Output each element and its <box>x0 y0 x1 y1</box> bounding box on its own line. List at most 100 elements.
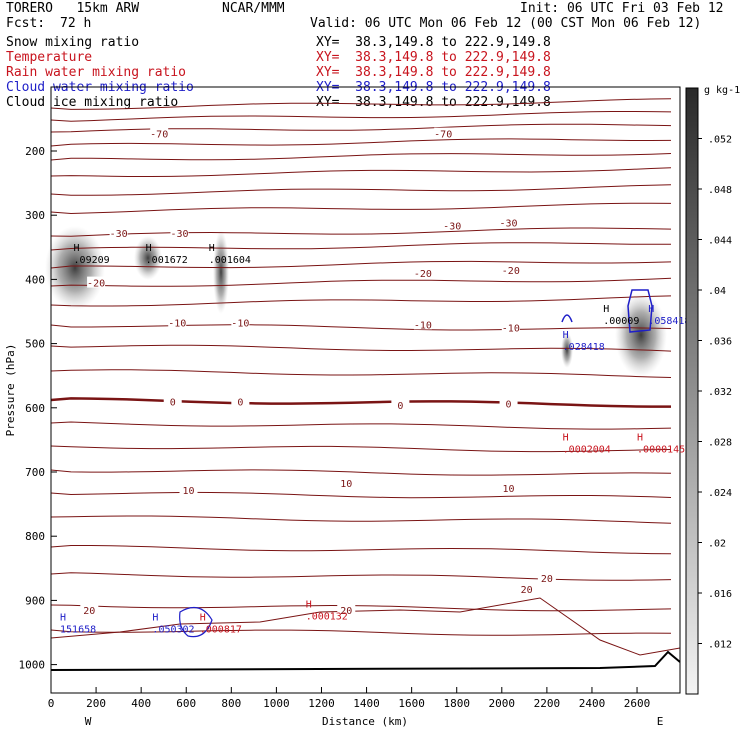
max-value-label: .0002004 <box>563 445 611 456</box>
isotherm-label: -30 <box>170 229 188 240</box>
y-tick-label: 800 <box>25 530 45 543</box>
max-value-label: .001672 <box>146 255 188 266</box>
shaded-region <box>213 230 229 314</box>
x-tick-label: 800 <box>221 697 241 710</box>
isotherm-label-bg <box>434 127 453 139</box>
max-marker: H <box>209 243 215 254</box>
isotherm-line <box>50 597 681 656</box>
max-marker: H <box>648 304 654 315</box>
isotherm-label-bg <box>499 482 518 494</box>
isotherm-label-bg <box>537 571 556 583</box>
x-tick-label: 1800 <box>443 697 470 710</box>
max-marker: H <box>152 612 158 623</box>
colorbar-tick-label: .012 <box>708 640 732 651</box>
max-value-label: .000132 <box>306 611 348 622</box>
isotherm-line <box>50 629 672 636</box>
isotherm-line <box>50 344 672 352</box>
isotherm-label: 20 <box>521 585 533 596</box>
isotherm-label-bg <box>337 604 356 616</box>
legend-rain-xy: XY= 38.3,149.8 to 222.9,149.8 <box>316 65 551 80</box>
y-tick-label: 400 <box>25 273 45 286</box>
isotherm-label: -20 <box>502 266 520 277</box>
isotherm-label: 0 <box>170 397 176 408</box>
legend-snow: Snow mixing ratio <box>6 35 140 50</box>
isotherm-label: -10 <box>414 320 432 331</box>
isotherm-label-bg <box>109 227 128 239</box>
legend-snow-xy: XY= 38.3,149.8 to 222.9,149.8 <box>316 35 551 50</box>
valid-label: Valid: 06 UTC Mon 06 Feb 12 (00 CST Mon … <box>310 16 702 31</box>
colorbar-tick-label: .016 <box>708 589 732 600</box>
legend-rain: Rain water mixing ratio <box>6 65 187 80</box>
x-tick-label: 600 <box>176 697 196 710</box>
isotherm-line <box>50 153 672 161</box>
cloud-water-contour <box>627 289 653 333</box>
colorbar-tick-label: .04 <box>708 286 726 297</box>
colorbar-unit: g kg-1 <box>704 85 740 96</box>
max-value-label: .058418 <box>648 316 690 327</box>
isotherm-label: -10 <box>168 318 186 329</box>
isotherm-line <box>50 545 672 555</box>
isotherm-label-bg <box>501 263 520 275</box>
y-tick-label: 1000 <box>19 659 46 672</box>
isotherm-label-bg <box>499 216 518 228</box>
plot-frame <box>50 86 681 694</box>
y-tick-label: 300 <box>25 209 45 222</box>
x-tick-label: 0 <box>48 697 55 710</box>
isotherm-line <box>50 491 672 499</box>
isotherm-label-bg <box>170 227 189 239</box>
isotherm-label-bg <box>179 483 198 495</box>
max-value-label: .09209 <box>74 255 110 266</box>
isotherm-label-bg <box>517 582 536 594</box>
endpoint-right: E <box>657 715 664 728</box>
colorbar-tick-label: .032 <box>708 387 732 398</box>
max-marker: H <box>603 304 609 315</box>
isotherm-line <box>50 397 671 408</box>
shaded-region <box>45 226 105 310</box>
isotherm-label-bg <box>87 276 106 288</box>
isotherm-label: 10 <box>340 479 352 490</box>
isotherm-line <box>50 604 672 612</box>
isotherm-label: -30 <box>443 221 461 232</box>
isotherm-label-bg <box>231 316 250 328</box>
isotherm-label-bg <box>231 395 250 407</box>
fcst-label: Fcst: <box>6 16 46 31</box>
colorbar-tick-label: .024 <box>708 488 732 499</box>
y-tick-label: 500 <box>25 338 45 351</box>
x-axis-title: Distance (km) <box>322 715 408 728</box>
y-tick-label: 900 <box>25 594 45 607</box>
x-tick-label: 1200 <box>308 697 335 710</box>
x-tick-label: 400 <box>131 697 151 710</box>
max-marker: H <box>200 612 206 623</box>
isotherm-line <box>50 111 672 122</box>
isotherm-line <box>50 324 672 331</box>
isotherm-label: 20 <box>83 606 95 617</box>
max-marker: H <box>306 599 312 610</box>
x-tick-label: 1400 <box>353 697 380 710</box>
max-value-label: .050302 <box>152 624 194 635</box>
max-value-label: .00009 <box>603 316 639 327</box>
isotherm-label-bg <box>413 266 432 278</box>
isotherm-label: -20 <box>414 269 432 280</box>
model-label: TORERO 15km ARW <box>6 1 140 16</box>
y-tick-label: 200 <box>25 145 45 158</box>
isotherm-label-bg <box>501 321 520 333</box>
x-tick-label: 200 <box>86 697 106 710</box>
isotherm-label: -30 <box>500 218 518 229</box>
isotherm-line <box>50 295 672 307</box>
cloud-water-contour <box>179 606 213 638</box>
y-axis-title: Pressure (hPa) <box>4 344 17 437</box>
legend-cloud-ice-xy: XY= 38.3,149.8 to 222.9,149.8 <box>316 95 551 110</box>
isotherm-label: -70 <box>434 130 452 141</box>
isotherm-label: 20 <box>340 606 352 617</box>
center-label: NCAR/MMM <box>222 1 285 16</box>
cloud-water-contour <box>561 314 573 323</box>
isotherm-line <box>50 184 672 196</box>
isotherm-label: -70 <box>150 130 168 141</box>
isotherm-label: -10 <box>502 324 520 335</box>
shaded-region <box>561 332 573 368</box>
legend-temperature: Temperature <box>6 50 93 65</box>
endpoint-left: W <box>85 715 92 728</box>
max-marker: H <box>563 330 569 341</box>
x-tick-label: 2600 <box>624 697 651 710</box>
isotherm-line <box>50 445 672 453</box>
